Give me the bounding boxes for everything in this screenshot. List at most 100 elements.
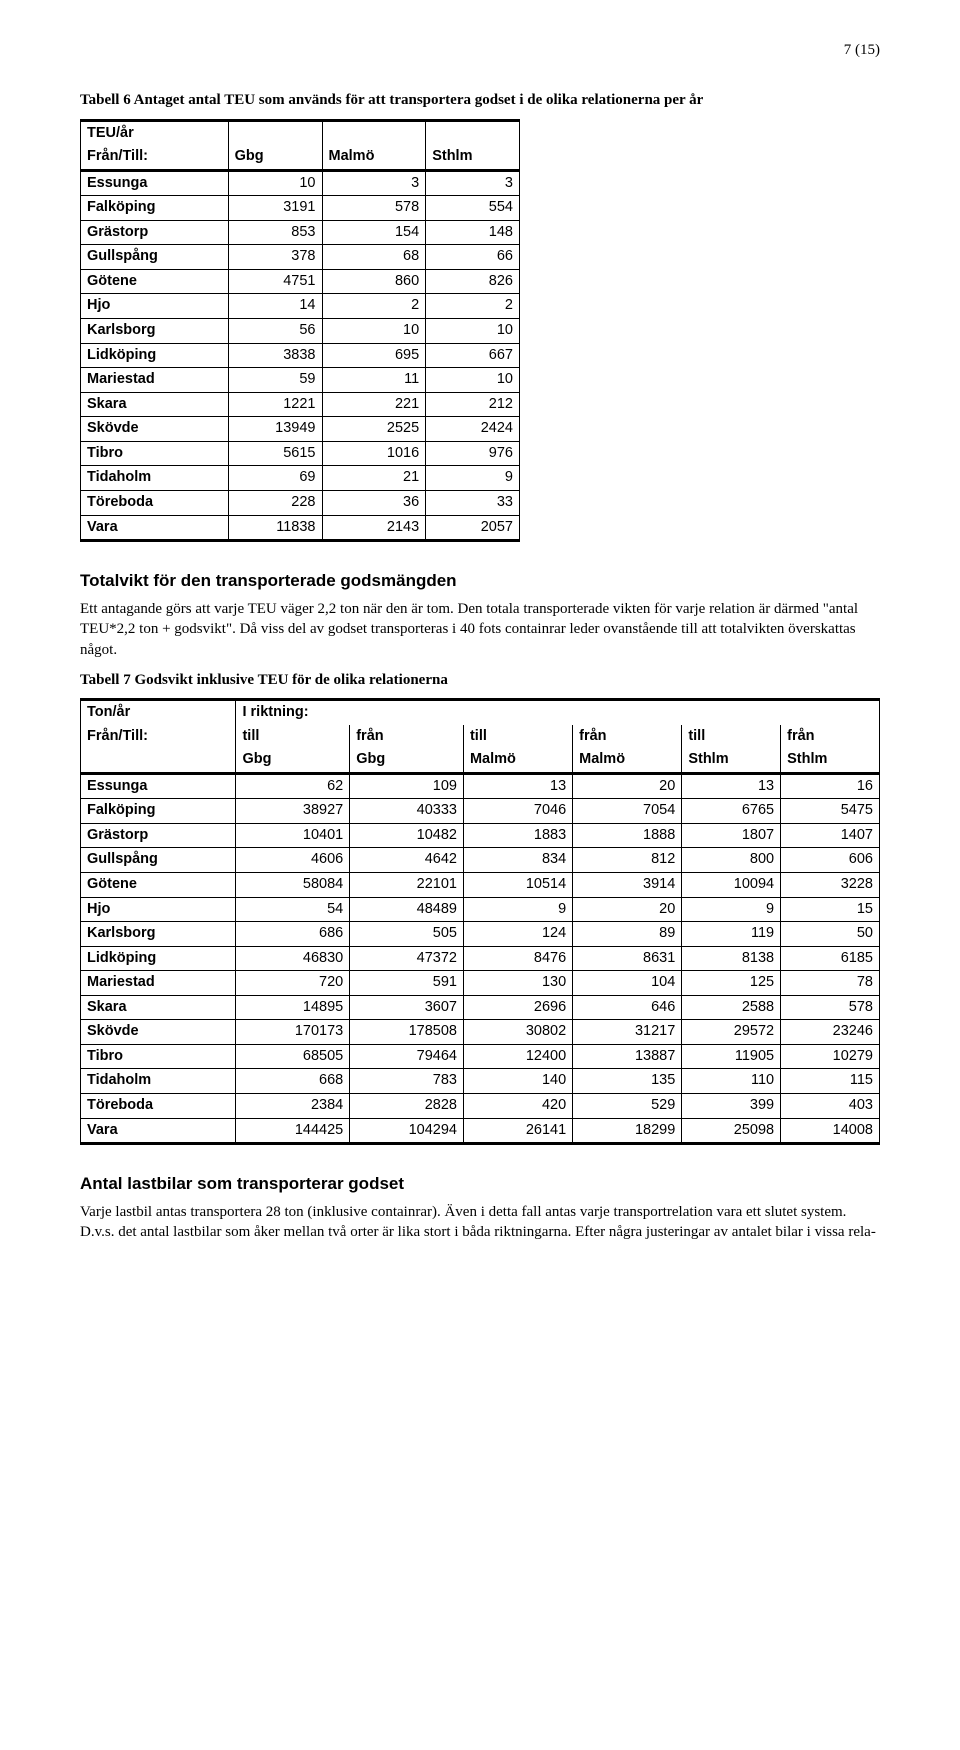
cell: 860 bbox=[322, 269, 426, 294]
row-label: Götene bbox=[81, 269, 229, 294]
cell: 5615 bbox=[228, 441, 322, 466]
cell: 3191 bbox=[228, 196, 322, 221]
cell: 30802 bbox=[463, 1020, 572, 1045]
cell: 420 bbox=[463, 1094, 572, 1119]
cell: 40333 bbox=[350, 799, 464, 824]
cell: 668 bbox=[236, 1069, 350, 1094]
cell: 50 bbox=[781, 922, 880, 947]
cell: 11905 bbox=[682, 1044, 781, 1069]
cell: 800 bbox=[682, 848, 781, 873]
table7-h2-col: till bbox=[463, 725, 572, 749]
cell: 591 bbox=[350, 971, 464, 996]
cell: 124 bbox=[463, 922, 572, 947]
cell: 78 bbox=[781, 971, 880, 996]
cell: 16 bbox=[781, 773, 880, 799]
table-row: Essunga6210913201316 bbox=[81, 773, 880, 799]
table-row: Tibro56151016976 bbox=[81, 441, 520, 466]
cell: 38927 bbox=[236, 799, 350, 824]
row-label: Grästorp bbox=[81, 823, 236, 848]
cell: 11838 bbox=[228, 515, 322, 541]
cell: 109 bbox=[350, 773, 464, 799]
table-row: Karlsborg6865051248911950 bbox=[81, 922, 880, 947]
cell: 170173 bbox=[236, 1020, 350, 1045]
table7-h3-col: Sthlm bbox=[781, 748, 880, 773]
cell: 56 bbox=[228, 319, 322, 344]
cell: 115 bbox=[781, 1069, 880, 1094]
row-label: Skara bbox=[81, 995, 236, 1020]
cell: 1016 bbox=[322, 441, 426, 466]
table6: TEU/år Från/Till: Gbg Malmö Sthlm Essung… bbox=[80, 119, 520, 543]
cell: 10482 bbox=[350, 823, 464, 848]
cell: 2588 bbox=[682, 995, 781, 1020]
table-row: Töreboda2283633 bbox=[81, 490, 520, 515]
row-label: Essunga bbox=[81, 773, 236, 799]
cell: 212 bbox=[426, 392, 520, 417]
row-label: Götene bbox=[81, 872, 236, 897]
table-row: Tidaholm668783140135110115 bbox=[81, 1069, 880, 1094]
cell: 110 bbox=[682, 1069, 781, 1094]
cell: 578 bbox=[322, 196, 426, 221]
cell: 606 bbox=[781, 848, 880, 873]
cell: 529 bbox=[573, 1094, 682, 1119]
cell: 826 bbox=[426, 269, 520, 294]
cell: 148 bbox=[426, 220, 520, 245]
table7-h3-col: Gbg bbox=[236, 748, 350, 773]
cell: 7054 bbox=[573, 799, 682, 824]
cell: 13 bbox=[463, 773, 572, 799]
cell: 8138 bbox=[682, 946, 781, 971]
cell: 1221 bbox=[228, 392, 322, 417]
table7-h2-col: från bbox=[573, 725, 682, 749]
cell: 33 bbox=[426, 490, 520, 515]
table-row: Karlsborg561010 bbox=[81, 319, 520, 344]
table7: Ton/år I riktning: Från/Till: till från … bbox=[80, 698, 880, 1145]
cell: 10 bbox=[322, 319, 426, 344]
cell: 5475 bbox=[781, 799, 880, 824]
cell: 10401 bbox=[236, 823, 350, 848]
table7-h2-col: till bbox=[682, 725, 781, 749]
cell: 119 bbox=[682, 922, 781, 947]
table-row: Falköping3191578554 bbox=[81, 196, 520, 221]
section2-para: Varje lastbil antas transportera 28 ton … bbox=[80, 1202, 880, 1243]
row-label: Karlsborg bbox=[81, 922, 236, 947]
cell: 10 bbox=[228, 170, 322, 196]
cell: 10514 bbox=[463, 872, 572, 897]
table7-h3-col: Sthlm bbox=[682, 748, 781, 773]
cell: 2 bbox=[322, 294, 426, 319]
page-number: 7 (15) bbox=[80, 40, 880, 60]
cell: 976 bbox=[426, 441, 520, 466]
cell: 12400 bbox=[463, 1044, 572, 1069]
row-label: Falköping bbox=[81, 799, 236, 824]
table6-col: Malmö bbox=[322, 145, 426, 170]
cell: 154 bbox=[322, 220, 426, 245]
cell: 10 bbox=[426, 319, 520, 344]
cell: 10 bbox=[426, 368, 520, 393]
cell: 9 bbox=[463, 897, 572, 922]
table7-h1-right: I riktning: bbox=[236, 700, 880, 725]
table7-h1-left: Ton/år bbox=[81, 700, 236, 725]
table6-header-top: TEU/år bbox=[81, 120, 229, 145]
table-row: Falköping38927403337046705467655475 bbox=[81, 799, 880, 824]
cell: 1888 bbox=[573, 823, 682, 848]
row-label: Skövde bbox=[81, 1020, 236, 1045]
cell: 578 bbox=[781, 995, 880, 1020]
cell: 7046 bbox=[463, 799, 572, 824]
cell: 54 bbox=[236, 897, 350, 922]
table7-h3-col: Gbg bbox=[350, 748, 464, 773]
cell: 9 bbox=[426, 466, 520, 491]
cell: 68 bbox=[322, 245, 426, 270]
table-row: Hjo1422 bbox=[81, 294, 520, 319]
cell: 686 bbox=[236, 922, 350, 947]
cell: 178508 bbox=[350, 1020, 464, 1045]
table-row: Lidköping3838695667 bbox=[81, 343, 520, 368]
cell: 66 bbox=[426, 245, 520, 270]
row-label: Tibro bbox=[81, 1044, 236, 1069]
table6-header-left: Från/Till: bbox=[81, 145, 229, 170]
cell: 29572 bbox=[682, 1020, 781, 1045]
row-label: Skara bbox=[81, 392, 229, 417]
table-row: Skara14895360726966462588578 bbox=[81, 995, 880, 1020]
row-label: Karlsborg bbox=[81, 319, 229, 344]
cell: 14008 bbox=[781, 1118, 880, 1144]
cell: 812 bbox=[573, 848, 682, 873]
cell: 2424 bbox=[426, 417, 520, 442]
cell: 667 bbox=[426, 343, 520, 368]
